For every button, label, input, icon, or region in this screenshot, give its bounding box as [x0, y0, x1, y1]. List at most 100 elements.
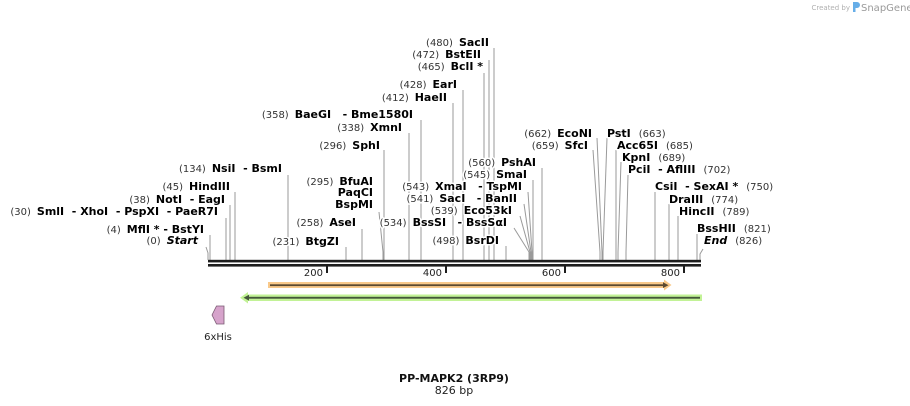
enzyme-label-bfuai[interactable]: (295) BfuAI	[305, 174, 375, 190]
enzyme-label-sfci[interactable]: (659) SfcI	[530, 138, 589, 154]
enzyme-name: DraIII	[669, 193, 703, 206]
sequence-ruler[interactable]: 200 400 600 800	[208, 259, 701, 279]
enzyme-label-sphi[interactable]: (296) SphI	[318, 138, 382, 154]
enzyme-name: KpnI	[622, 151, 650, 164]
cut-position: (296)	[319, 141, 346, 152]
enzyme-name: BsrDI	[465, 234, 499, 247]
snapgene-logo-icon	[853, 2, 860, 12]
cut-position: (663)	[639, 129, 666, 140]
enzyme-label-pshai[interactable]: (560) PshAI	[467, 155, 538, 171]
enzyme-label-bspmi[interactable]: BspMI	[334, 197, 375, 213]
reverse-feature-arrow[interactable]	[240, 292, 702, 304]
enzyme-name: SfcI	[565, 139, 588, 152]
tick-label: 400	[423, 268, 442, 279]
enzyme-name: Eco53kI	[464, 204, 512, 217]
enzyme-name: PaqCI	[338, 186, 373, 199]
enzyme-name: SacI - BanII	[439, 192, 517, 205]
enzyme-label-paqci[interactable]: PaqCI	[336, 185, 374, 201]
enzyme-label-start[interactable]: (0) Start	[145, 233, 200, 249]
cut-position: (4)	[107, 225, 121, 236]
cut-position: (30)	[10, 207, 31, 218]
cut-line-pcii	[625, 174, 629, 260]
cut-position: (358)	[262, 110, 289, 121]
tick-label: 800	[661, 268, 680, 279]
enzyme-label-nsii[interactable]: (134) NsiI - BsmI	[177, 161, 283, 177]
cut-position: (662)	[524, 129, 551, 140]
cut-line-xmai	[527, 191, 533, 260]
cut-line-bfuai	[378, 211, 384, 260]
cut-position: (258)	[296, 218, 323, 229]
enzyme-label-smli[interactable]: (30) SmlI - XhoI - PspXI - PaeR7I	[9, 204, 220, 220]
cut-position: (498)	[433, 236, 460, 247]
enzyme-label-xmai[interactable]: (543) XmaI - TspMI	[401, 179, 524, 195]
bottom-strand-line	[208, 264, 701, 267]
enzyme-label-bsrdi[interactable]: (498) BsrDI	[431, 233, 500, 249]
enzyme-label-acc65i[interactable]: Acc65I (685)	[616, 138, 695, 154]
arrow-left-icon	[243, 294, 249, 301]
enzyme-name: HaeII	[415, 91, 447, 104]
enzyme-name: BtgZI	[305, 235, 339, 248]
enzyme-label-hindiii[interactable]: (45) HindIII	[161, 179, 232, 195]
enzyme-name: EcoNI	[557, 127, 592, 140]
enzyme-label-draiii[interactable]: DraIII (774)	[668, 192, 740, 208]
enzyme-name: EarI	[433, 78, 457, 91]
tick-600	[564, 266, 566, 273]
enzyme-name: CsiI - SexAI *	[655, 180, 738, 193]
enzyme-label-eco53ki[interactable]: (539) Eco53kI	[429, 203, 513, 219]
reverse-feature-line	[247, 296, 700, 299]
cut-position: (45)	[163, 182, 184, 193]
enzyme-name: PshAI	[501, 156, 536, 169]
enzyme-label-end[interactable]: End (826)	[703, 233, 764, 249]
enzyme-label-haeii[interactable]: (412) HaeII	[380, 90, 448, 106]
enzyme-name: BaeGI - Bme1580I	[295, 108, 413, 121]
cut-position: (539)	[431, 206, 458, 217]
enzyme-name: BssHII	[697, 222, 736, 235]
cut-position: (541)	[406, 194, 433, 205]
enzyme-name: End	[704, 234, 727, 247]
tick-200	[326, 266, 328, 273]
enzyme-label-saci[interactable]: (541) SacI - BanII	[405, 191, 519, 207]
enzyme-label-bcli[interactable]: (465) BclI *	[416, 59, 484, 75]
cut-line-saci	[523, 203, 532, 260]
cut-position: (0)	[147, 236, 161, 247]
enzyme-label-xmni[interactable]: (338) XmnI	[336, 120, 404, 136]
cut-position: (480)	[426, 38, 453, 49]
cut-position: (428)	[400, 80, 427, 91]
enzyme-label-mfli[interactable]: (4) MflI * - BstYI	[105, 222, 205, 238]
cut-position: (560)	[468, 158, 495, 169]
enzyme-label-bsshii[interactable]: BssHII (821)	[696, 221, 773, 237]
enzyme-label-bsteii[interactable]: (472) BstEII	[411, 47, 483, 63]
enzyme-label-csii[interactable]: CsiI - SexAI * (750)	[654, 179, 775, 195]
enzyme-label-baegi[interactable]: (358) BaeGI - Bme1580I	[260, 107, 414, 123]
enzyme-label-eari[interactable]: (428) EarI	[398, 77, 458, 93]
enzyme-name: HindIII	[189, 180, 230, 193]
enzyme-label-smai[interactable]: (545) SmaI	[462, 167, 529, 183]
enzyme-label-asei[interactable]: (258) AseI	[295, 215, 358, 231]
cut-position: (750)	[746, 182, 773, 193]
enzyme-label-kpni[interactable]: KpnI (689)	[621, 150, 687, 166]
enzyme-label-btgzi[interactable]: (231) BtgZI	[271, 234, 340, 250]
cut-position: (689)	[658, 153, 685, 164]
enzyme-label-noti[interactable]: (38) NotI - EagI	[128, 192, 227, 208]
enzyme-name: HincII	[679, 205, 715, 218]
cut-position: (231)	[273, 237, 300, 248]
enzyme-labels-left: (0) Start (4) MflI * - BstYI (30) SmlI - Xh…	[9, 35, 594, 250]
forward-feature-arrow[interactable]	[268, 279, 672, 291]
enzyme-label-bsssi[interactable]: (534) BssSI - BssSαI	[378, 215, 508, 231]
enzyme-label-hincii[interactable]: HincII (789)	[678, 204, 752, 220]
enzyme-labels-right: PstI (663) Acc65I (685) KpnI (689) PciI - A…	[606, 126, 775, 249]
enzyme-name: Start	[167, 234, 199, 247]
cut-position: (472)	[412, 50, 439, 61]
cut-position: (295)	[307, 177, 334, 188]
his-tag-feature[interactable]: 6xHis	[204, 305, 232, 343]
cut-line-psti	[602, 137, 608, 260]
enzyme-label-econi[interactable]: (662) EcoNI	[523, 126, 594, 142]
enzyme-label-psti[interactable]: PstI (663)	[606, 126, 668, 142]
top-strand-line	[208, 259, 701, 263]
enzyme-label-pcii[interactable]: PciI - AflIII (702)	[627, 162, 732, 178]
cut-position: (659)	[532, 141, 559, 152]
enzyme-label-sacii[interactable]: (480) SacII	[425, 35, 491, 51]
map-title: PP-MAPK2 (3RP9)	[399, 372, 509, 385]
watermark-prefix: Created by	[811, 4, 850, 12]
